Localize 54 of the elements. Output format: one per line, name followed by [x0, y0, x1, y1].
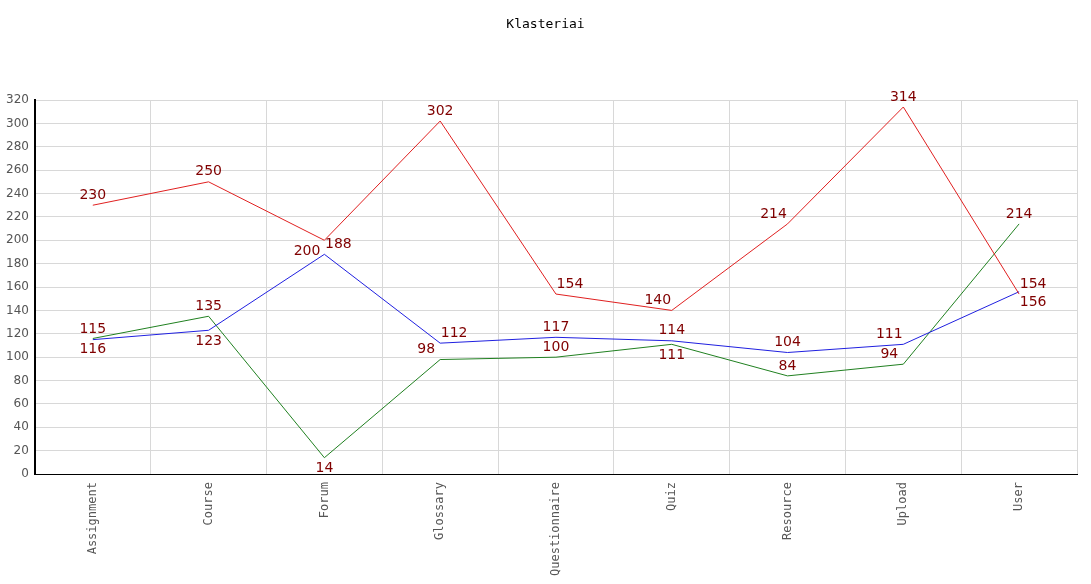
y-tick-label: 100	[6, 349, 29, 364]
data-label: 123	[195, 331, 222, 348]
y-tick-label: 260	[6, 162, 29, 177]
data-label: 116	[79, 340, 107, 357]
data-label: 230	[79, 185, 107, 202]
data-label: 117	[542, 317, 570, 334]
data-label: 112	[440, 323, 468, 340]
y-tick-label: 200	[6, 232, 29, 247]
x-tick-label: Questionnaire	[548, 482, 563, 576]
y-tick-label: 240	[6, 185, 29, 200]
y-tick-label: 60	[13, 396, 29, 411]
y-tick-label: 220	[6, 209, 29, 224]
x-tick-label: User	[1011, 482, 1026, 511]
data-label: 114	[658, 321, 686, 338]
data-label: 250	[195, 162, 222, 179]
data-label: 115	[79, 320, 107, 337]
data-label: 214	[760, 204, 787, 221]
data-label: 214	[1005, 204, 1033, 221]
data-label: 200	[293, 241, 321, 258]
data-label: 188	[325, 234, 352, 251]
data-label: 14	[315, 459, 334, 476]
x-tick-label: Assignment	[84, 482, 99, 555]
data-label: 135	[195, 296, 222, 313]
y-tick-label: 20	[13, 442, 29, 457]
data-label: 94	[880, 344, 899, 361]
x-tick-label: Upload	[895, 482, 910, 526]
y-tick-label: 180	[6, 255, 29, 270]
chart-title: Klasteriai	[505, 16, 586, 31]
data-label: 111	[658, 345, 686, 362]
y-tick-label: 300	[6, 115, 29, 130]
y-tick-label: 140	[6, 302, 29, 317]
data-label: 140	[644, 291, 672, 308]
x-tick-label: Glossary	[432, 482, 447, 540]
data-label: 154	[1019, 274, 1047, 291]
x-tick-label: Course	[200, 482, 215, 526]
data-label: 104	[774, 333, 801, 350]
data-label: 314	[889, 87, 917, 104]
data-label: 84	[778, 356, 797, 373]
x-tick-label: Resource	[779, 482, 794, 540]
x-tick-label: Forum	[316, 482, 331, 519]
y-tick-label: 40	[13, 419, 29, 434]
data-label: 154	[556, 274, 584, 291]
y-tick-label: 120	[6, 325, 29, 340]
data-label: 302	[426, 101, 454, 118]
y-tick-label: 80	[13, 372, 29, 387]
y-tick-label: 0	[21, 466, 29, 481]
y-tick-label: 160	[6, 279, 29, 294]
data-label: 98	[417, 340, 436, 357]
x-tick-label: Quiz	[663, 482, 678, 511]
y-tick-label: 280	[6, 138, 29, 153]
data-label: 156	[1019, 293, 1047, 310]
y-tick-label: 320	[6, 92, 29, 107]
data-label: 100	[542, 337, 570, 354]
data-label: 111	[875, 324, 903, 341]
